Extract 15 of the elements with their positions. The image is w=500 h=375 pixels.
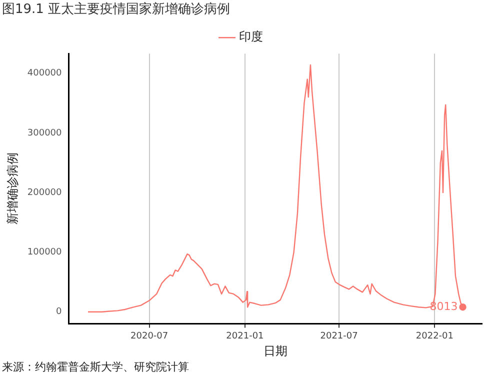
legend-label: 印度: [239, 30, 263, 44]
source-note: 来源：约翰霍普金斯大学、研究院计算: [2, 360, 189, 374]
y-tick-label: 200000: [27, 188, 62, 198]
y-tick-label: 400000: [27, 68, 62, 79]
x-axis-title: 日期: [263, 344, 288, 358]
x-tick-label: 2021-07: [320, 332, 358, 342]
chart-title: 图19.1 亚太主要疫情国家新增确诊病例: [2, 1, 230, 18]
y-axis-title: 新增确诊病例: [5, 152, 20, 225]
y-tick-label: 100000: [27, 248, 62, 258]
y-tick-label: 300000: [27, 128, 62, 138]
x-tick-label: 2022-01: [416, 332, 454, 342]
y-tick-label: 0: [56, 307, 62, 318]
annotation: 8013: [430, 300, 458, 313]
x-tick-label: 2021-01: [226, 332, 264, 342]
x-tick-label: 2020-07: [130, 332, 168, 342]
